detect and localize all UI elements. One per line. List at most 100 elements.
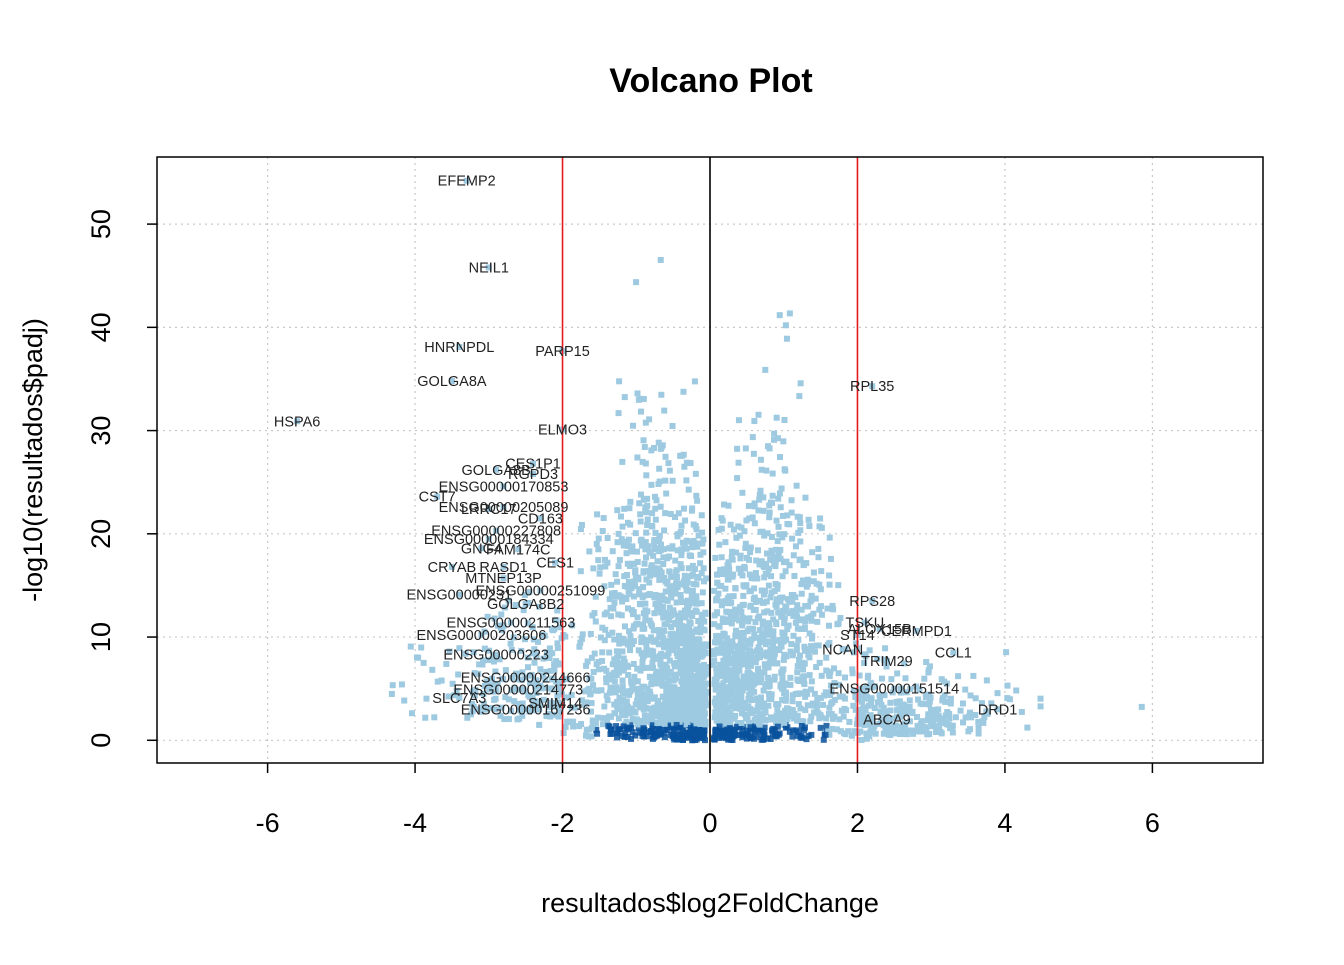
data-point xyxy=(661,407,668,414)
labeled-point xyxy=(522,674,529,681)
data-point xyxy=(782,697,789,704)
data-point xyxy=(906,705,913,712)
data-point xyxy=(520,686,527,693)
data-point xyxy=(611,710,618,717)
data-point xyxy=(649,523,656,530)
data-point xyxy=(972,695,979,702)
data-point xyxy=(747,734,754,741)
data-point xyxy=(479,704,486,711)
point-label: CRYAB xyxy=(428,560,477,576)
data-point xyxy=(696,727,703,734)
point-label: GOLGA8A xyxy=(417,374,487,390)
data-point xyxy=(771,637,778,644)
data-point xyxy=(615,611,622,618)
data-point xyxy=(673,567,680,574)
data-point xyxy=(671,660,678,667)
data-point xyxy=(829,602,836,609)
data-point xyxy=(887,707,894,714)
data-point xyxy=(678,678,685,685)
data-point xyxy=(767,594,774,601)
data-point xyxy=(863,719,870,726)
data-point xyxy=(742,545,749,552)
data-point xyxy=(590,669,597,676)
data-point xyxy=(703,670,710,677)
data-point xyxy=(756,703,763,710)
data-point xyxy=(688,592,695,599)
data-point xyxy=(813,705,820,712)
data-point xyxy=(888,676,895,683)
data-point xyxy=(730,526,737,533)
data-point xyxy=(492,706,499,713)
data-point xyxy=(546,645,553,652)
data-point xyxy=(757,654,764,661)
data-point xyxy=(640,568,647,575)
data-point xyxy=(887,699,894,706)
data-point xyxy=(637,491,644,498)
data-point xyxy=(754,676,761,683)
data-point xyxy=(502,667,509,674)
data-point xyxy=(656,673,663,680)
labeled-point xyxy=(994,706,1001,713)
data-point xyxy=(673,635,680,642)
data-point xyxy=(943,721,950,728)
data-point xyxy=(817,724,824,731)
data-point xyxy=(526,589,533,596)
data-point xyxy=(688,651,695,658)
data-point xyxy=(849,666,856,673)
data-point xyxy=(773,517,780,524)
data-point xyxy=(494,680,501,687)
data-point xyxy=(651,713,658,720)
data-point xyxy=(560,632,567,639)
data-point xyxy=(613,684,620,691)
data-point xyxy=(666,588,673,595)
data-point xyxy=(748,697,755,704)
data-point xyxy=(677,722,684,729)
data-point xyxy=(713,597,720,604)
data-point xyxy=(757,492,764,499)
data-point xyxy=(621,623,628,630)
data-point xyxy=(757,712,764,719)
data-point xyxy=(700,661,707,668)
data-point xyxy=(688,638,695,645)
labeled-point xyxy=(463,177,470,184)
data-point xyxy=(750,450,757,457)
data-point xyxy=(555,661,562,668)
data-point xyxy=(779,696,786,703)
data-point xyxy=(693,593,700,600)
data-point xyxy=(827,691,834,698)
data-point xyxy=(578,721,585,728)
labeled-point xyxy=(876,625,883,632)
data-point xyxy=(734,445,741,452)
data-point xyxy=(677,591,684,598)
data-point xyxy=(493,687,500,694)
data-point xyxy=(795,701,802,708)
data-point xyxy=(721,710,728,717)
data-point xyxy=(627,521,634,528)
data-point xyxy=(731,672,738,679)
data-point xyxy=(811,690,818,697)
data-point xyxy=(715,708,722,715)
data-point xyxy=(769,470,776,477)
point-label: RGPD3 xyxy=(508,467,558,483)
data-point xyxy=(642,507,649,514)
data-point xyxy=(745,669,752,676)
data-point xyxy=(712,709,719,716)
data-point xyxy=(480,657,487,664)
data-point xyxy=(592,720,599,727)
data-point xyxy=(827,682,834,689)
data-point xyxy=(660,554,667,561)
labeled-point xyxy=(913,627,920,634)
data-point xyxy=(795,636,802,643)
data-point xyxy=(675,663,682,670)
data-point xyxy=(915,696,922,703)
data-point xyxy=(652,671,659,678)
data-point xyxy=(640,437,647,444)
data-point xyxy=(611,678,618,685)
data-point xyxy=(599,624,606,631)
data-point xyxy=(827,555,834,562)
labeled-point xyxy=(522,706,529,713)
data-point xyxy=(642,419,649,426)
data-point xyxy=(625,663,632,670)
data-point xyxy=(735,731,742,738)
data-point xyxy=(670,609,677,616)
